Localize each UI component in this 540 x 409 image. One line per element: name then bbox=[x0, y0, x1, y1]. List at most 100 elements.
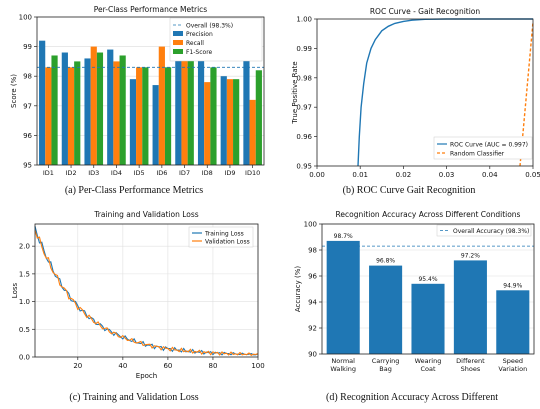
a-xtick-label: ID8 bbox=[202, 169, 213, 177]
a-legend-label: Precision bbox=[186, 31, 213, 38]
c-series-validation-loss bbox=[34, 230, 259, 356]
c-legend-box bbox=[188, 226, 254, 248]
c-caption: (c) Training and Validation Loss bbox=[69, 392, 198, 403]
d-xtick-label: Wearing bbox=[415, 357, 442, 365]
a-bar-f1-score bbox=[233, 79, 240, 165]
a-xtick-label: ID6 bbox=[156, 169, 167, 177]
d-bar bbox=[496, 290, 530, 354]
a-bar-precision bbox=[175, 46, 182, 165]
a-bar-recall bbox=[226, 79, 234, 165]
a-bar-f1-score bbox=[74, 61, 81, 165]
b-ytick-label: 0.99 bbox=[296, 45, 312, 53]
a-legend-ref-label: Overall (98.3%) bbox=[186, 23, 233, 30]
b-xtick-label: 0.02 bbox=[396, 171, 412, 179]
d-bar bbox=[326, 240, 360, 354]
a-bar-recall bbox=[90, 46, 97, 165]
a-bar-f1-score bbox=[210, 67, 217, 165]
a-legend-swatch bbox=[173, 49, 183, 54]
d-legend-box bbox=[436, 224, 532, 237]
c-ytick-label: 1.0 bbox=[19, 298, 30, 306]
a-bar-f1-score bbox=[51, 55, 58, 166]
a-bar-precision bbox=[220, 76, 227, 165]
d-legend-label: Overall Accuracy (98.3%) bbox=[453, 228, 529, 235]
a-ytick-label: 96 bbox=[23, 132, 32, 140]
b-legend-label: Random Classifier bbox=[450, 151, 505, 158]
d-caption: (d) Recognition Accuracy Across Differen… bbox=[326, 392, 498, 403]
a-bar-recall bbox=[113, 61, 120, 165]
a-xtick-label: ID7 bbox=[179, 169, 190, 177]
a-bar-f1-score bbox=[255, 70, 262, 165]
d-value-label: 94.9% bbox=[503, 282, 522, 289]
d-xtick-label: Bag bbox=[379, 365, 392, 373]
d-plot-frame bbox=[321, 223, 535, 355]
b-ylabel: True Positive Rate bbox=[291, 61, 299, 124]
a-xtick-label: ID4 bbox=[111, 169, 122, 177]
a-xtick-label: ID9 bbox=[224, 169, 235, 177]
a-legend-swatch bbox=[173, 40, 183, 45]
a-legend-label: F1-Score bbox=[186, 49, 213, 56]
d-ytick-label: 90 bbox=[308, 351, 317, 359]
a-ylabel: Score (%) bbox=[10, 74, 18, 108]
a-bar-precision bbox=[84, 58, 91, 165]
b-legend-label: ROC Curve (AUC = 0.997) bbox=[450, 142, 528, 149]
d-ytick-label: 94 bbox=[308, 299, 317, 307]
c-legend-label: Validation Loss bbox=[205, 239, 250, 246]
c-legend-label: Training Loss bbox=[204, 231, 244, 238]
c-xtick-label: 60 bbox=[163, 362, 172, 370]
b-legend-box bbox=[433, 136, 533, 160]
c-ytick-label: 0.5 bbox=[19, 326, 30, 334]
d-ytick-label: 96 bbox=[308, 273, 317, 281]
a-bar-recall bbox=[45, 67, 52, 165]
a-bar-f1-score bbox=[164, 67, 172, 165]
b-ytick-label: 0.95 bbox=[296, 163, 312, 171]
a-ytick-label: 95 bbox=[23, 162, 32, 170]
a-bar-f1-score bbox=[142, 67, 149, 165]
a-bar-recall bbox=[136, 67, 143, 165]
c-ytick-label: 0.0 bbox=[19, 354, 30, 362]
d-ytick-label: 100 bbox=[304, 221, 317, 229]
b-caption: (b) ROC Curve Gait Recognition bbox=[343, 185, 476, 196]
d-xtick-label: Carrying bbox=[372, 357, 400, 365]
a-bar-f1-score bbox=[187, 40, 194, 165]
b-xtick-label: 0.00 bbox=[309, 171, 325, 179]
d-value-label: 96.8% bbox=[376, 258, 395, 265]
d-bar bbox=[453, 260, 487, 354]
a-xtick-label: ID1 bbox=[43, 169, 54, 177]
a-xtick-label: ID2 bbox=[66, 169, 77, 177]
b-xtick-label: 0.01 bbox=[352, 171, 368, 179]
d-xtick-label: Coat bbox=[420, 365, 435, 373]
a-ytick-label: 97 bbox=[23, 102, 32, 110]
c-plot-frame bbox=[34, 223, 259, 358]
a-caption: (a) Per-Class Performance Metrics bbox=[65, 185, 203, 196]
c-title: Training and Validation Loss bbox=[93, 210, 198, 219]
b-title: ROC Curve - Gait Recognition bbox=[370, 7, 481, 16]
a-bar-precision bbox=[39, 40, 46, 165]
d-ytick-label: 92 bbox=[308, 325, 317, 333]
b-ytick-label: 1.00 bbox=[296, 16, 312, 24]
d-xtick-label: Different bbox=[456, 357, 485, 365]
d-value-label: 97.2% bbox=[461, 252, 480, 259]
d-bar bbox=[411, 283, 445, 354]
a-xtick-label: ID3 bbox=[88, 169, 99, 177]
a-bar-recall bbox=[67, 67, 75, 165]
a-xtick-label: ID10 bbox=[245, 169, 260, 177]
d-bar bbox=[369, 265, 403, 354]
b-ytick-label: 0.96 bbox=[296, 133, 312, 141]
b-ytick-label: 0.97 bbox=[296, 104, 312, 112]
a-bar-recall bbox=[249, 99, 256, 165]
a-bar-precision bbox=[243, 40, 250, 165]
d-xtick-label: Variation bbox=[498, 365, 527, 373]
c-xtick-label: 40 bbox=[118, 362, 127, 370]
b-plot-frame bbox=[316, 18, 534, 167]
c-ytick-label: 1.5 bbox=[19, 270, 30, 278]
b-xtick-label: 0.03 bbox=[439, 171, 455, 179]
c-ytick-label: 2.0 bbox=[19, 243, 30, 251]
d-xtick-label: Speed bbox=[503, 357, 523, 365]
b-xtick-label: 0.04 bbox=[482, 171, 498, 179]
a-bar-f1-score bbox=[119, 55, 126, 166]
b-series-random-classifier bbox=[519, 21, 534, 167]
d-value-label: 95.4% bbox=[418, 276, 437, 283]
a-bar-precision bbox=[61, 52, 68, 165]
a-ytick-label: 100 bbox=[19, 14, 32, 22]
